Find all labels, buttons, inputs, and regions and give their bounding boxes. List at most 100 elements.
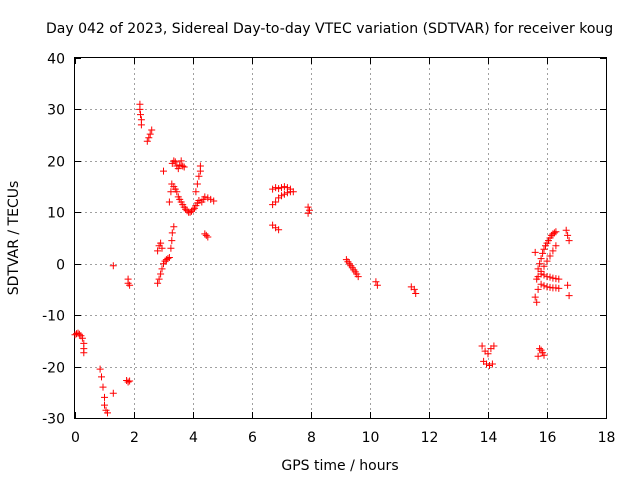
data-point bbox=[555, 284, 563, 292]
data-point bbox=[373, 281, 381, 289]
data-point bbox=[275, 185, 283, 193]
data-point bbox=[183, 207, 191, 215]
data-point bbox=[157, 270, 165, 278]
data-point bbox=[278, 184, 285, 192]
data-point bbox=[543, 257, 551, 265]
x-tick-labels: 0 2 4 6 8 10 12 14 16 18 bbox=[71, 430, 615, 446]
data-point bbox=[272, 184, 280, 192]
data-point bbox=[564, 231, 572, 239]
data-point bbox=[539, 249, 547, 257]
x-tick-label: 14 bbox=[480, 430, 498, 446]
data-point bbox=[170, 223, 178, 231]
x-tick-label: 4 bbox=[189, 430, 198, 446]
data-point bbox=[164, 255, 172, 263]
data-point bbox=[157, 239, 165, 247]
data-point bbox=[158, 244, 166, 252]
data-point bbox=[104, 409, 111, 417]
data-point bbox=[109, 389, 117, 397]
data-point bbox=[109, 262, 117, 270]
data-point bbox=[531, 293, 539, 301]
data-point bbox=[101, 393, 108, 401]
data-point bbox=[280, 190, 288, 198]
data-point bbox=[158, 265, 166, 273]
data-point bbox=[536, 345, 544, 353]
data-point bbox=[96, 365, 104, 373]
x-tick-label: 0 bbox=[71, 430, 80, 446]
data-point bbox=[549, 247, 557, 255]
y-tick-label: 20 bbox=[47, 155, 65, 171]
data-point bbox=[136, 105, 144, 113]
x-tick-label: 16 bbox=[539, 430, 557, 446]
data-point bbox=[192, 188, 200, 196]
data-point bbox=[80, 349, 88, 357]
data-point bbox=[537, 255, 545, 263]
chart-title: Day 042 of 2023, Sidereal Day-to-day VTE… bbox=[46, 21, 613, 37]
y-tick-label: 30 bbox=[47, 103, 65, 119]
data-point bbox=[189, 206, 197, 214]
data-point bbox=[195, 172, 203, 180]
data-point bbox=[304, 209, 312, 217]
data-point bbox=[75, 330, 83, 338]
y-tick-label: -20 bbox=[42, 361, 65, 377]
data-point bbox=[99, 383, 107, 391]
data-point bbox=[154, 247, 162, 255]
data-point bbox=[550, 229, 558, 237]
data-point bbox=[193, 180, 201, 188]
data-point bbox=[195, 197, 203, 204]
y-tick-labels: -30 -20 -10 0 10 20 30 40 bbox=[42, 52, 65, 428]
data-point bbox=[155, 275, 163, 283]
data-point bbox=[555, 275, 563, 283]
data-point bbox=[196, 162, 204, 170]
data-point bbox=[552, 242, 560, 250]
data-point bbox=[533, 298, 541, 306]
data-point bbox=[98, 373, 105, 381]
data-point bbox=[546, 252, 554, 260]
data-point bbox=[531, 248, 539, 256]
data-point bbox=[484, 350, 492, 358]
data-point bbox=[207, 195, 215, 203]
data-point bbox=[304, 203, 312, 211]
data-point bbox=[165, 254, 173, 261]
data-point bbox=[565, 237, 573, 245]
data-point bbox=[168, 229, 176, 237]
data-point bbox=[182, 205, 190, 213]
data-point bbox=[210, 197, 218, 205]
data-point bbox=[170, 157, 178, 165]
data-point bbox=[165, 198, 173, 206]
x-tick-label: 18 bbox=[598, 430, 616, 446]
data-point bbox=[306, 206, 313, 214]
data-point bbox=[486, 362, 493, 369]
data-point bbox=[137, 121, 145, 129]
data-point bbox=[478, 342, 486, 350]
data-point bbox=[412, 290, 420, 297]
data-point bbox=[540, 245, 548, 253]
data-point bbox=[564, 281, 572, 289]
data-point bbox=[173, 188, 181, 196]
data-point bbox=[168, 237, 176, 245]
data-point bbox=[177, 157, 185, 165]
data-point bbox=[275, 226, 283, 234]
x-tick-label: 2 bbox=[130, 430, 139, 446]
data-point bbox=[537, 270, 545, 278]
y-tick-label: -30 bbox=[42, 412, 65, 428]
x-axis-label: GPS time / hours bbox=[281, 458, 398, 474]
plot-frame bbox=[74, 57, 607, 419]
data-point bbox=[160, 167, 167, 175]
data-point bbox=[540, 271, 548, 279]
data-point bbox=[126, 281, 134, 289]
data-point bbox=[490, 342, 498, 350]
data-point bbox=[537, 280, 545, 288]
y-tick-label: 10 bbox=[47, 206, 65, 222]
x-tick-label: 10 bbox=[362, 430, 380, 446]
x-tick-label: 12 bbox=[421, 430, 439, 446]
x-tick-label: 6 bbox=[248, 430, 257, 446]
data-point bbox=[565, 292, 573, 300]
data-point bbox=[167, 188, 175, 196]
data-point bbox=[188, 207, 195, 215]
data-point bbox=[552, 228, 560, 236]
data-point bbox=[283, 189, 291, 197]
data-point bbox=[372, 278, 380, 286]
data-point bbox=[124, 378, 132, 386]
data-point bbox=[540, 262, 548, 270]
